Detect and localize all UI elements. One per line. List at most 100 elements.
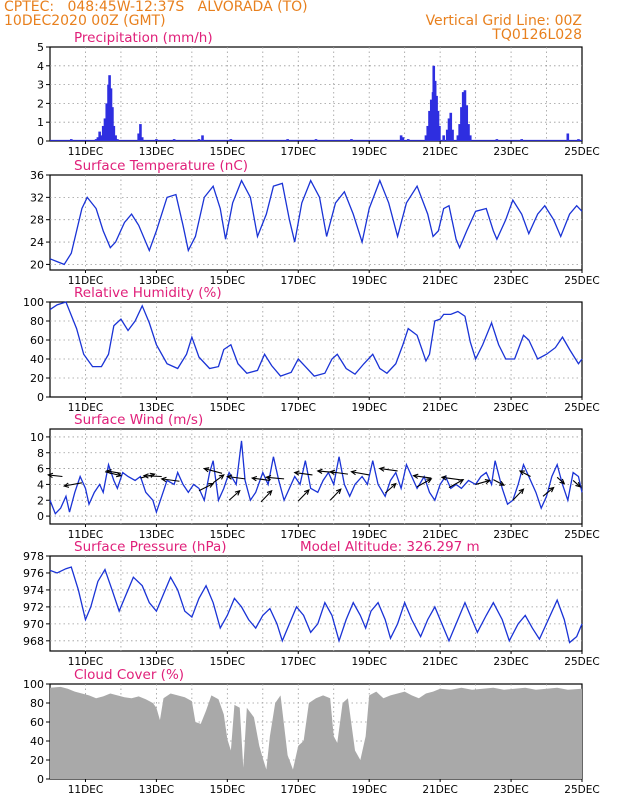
temp-ytick-label: 28	[30, 214, 44, 227]
precip-bar	[94, 139, 98, 141]
pressure-ytick-label: 976	[23, 567, 44, 580]
wind-arrow	[64, 482, 83, 487]
precip-bar	[460, 107, 463, 141]
wind-arrow	[104, 471, 122, 477]
wind-arrow	[161, 478, 180, 482]
precip-bar	[137, 133, 140, 141]
wind-arrow-head	[440, 475, 447, 481]
precip-bar	[465, 105, 469, 141]
pressure-xtick-label: 15DEC	[210, 656, 245, 668]
wind-arrow	[519, 470, 531, 477]
temp-xtick-label: 11DEC	[68, 275, 103, 287]
pressure-ytick-label: 972	[23, 601, 44, 614]
rh-title: Relative Humidity (%)	[74, 285, 222, 301]
wind-arrow-head	[350, 469, 357, 476]
wind-arrow-head	[484, 479, 492, 485]
precip-bar	[447, 118, 451, 141]
precip-xtick-label: 21DEC	[422, 146, 457, 158]
rh-xtick-label: 23DEC	[493, 402, 528, 414]
wind-arrow-head	[304, 489, 310, 495]
pressure-xtick-label: 17DEC	[281, 656, 316, 668]
precip-bar	[101, 125, 105, 141]
wind-arrow-head	[316, 468, 323, 474]
wind-arrow-head	[390, 482, 397, 489]
precip-bar	[426, 125, 430, 141]
cloud-xtick-label: 23DEC	[493, 784, 528, 796]
wind-ytick-label: 10	[30, 431, 44, 444]
temp-frame	[49, 174, 583, 271]
cloud-area	[50, 686, 582, 779]
cloud-xtick-label: 25DEC	[564, 784, 599, 796]
wind-arrow-head	[559, 478, 566, 485]
rh-xtick-label: 17DEC	[281, 402, 316, 414]
precip-ytick-label: 1	[37, 116, 44, 129]
wind-arrow-head	[266, 489, 273, 496]
wind-series-line	[49, 440, 583, 515]
wind-arrow-head	[142, 473, 149, 479]
precip-bar	[172, 139, 176, 141]
wind-panel: 0 2 4 6 8 10 11DEC 13DEC 15DEC 17DEC 19DEC 21DEC 23D…	[30, 412, 600, 541]
precip-ytick-label: 4	[37, 60, 44, 73]
precip-bar	[432, 65, 436, 141]
temp-xtick-label: 23DEC	[493, 275, 528, 287]
header-run-time: 10DEC2020 00Z (GMT)	[4, 13, 166, 29]
precip-bar	[69, 139, 73, 141]
precip-bar	[399, 135, 403, 141]
wind-arrow-head	[328, 469, 336, 475]
precip-bar	[406, 139, 410, 141]
pressure-frame	[49, 555, 583, 652]
wind-ytick-label: 2	[37, 494, 44, 507]
pressure-xtick-label: 11DEC	[68, 656, 103, 668]
wind-xtick-label: 13DEC	[139, 529, 174, 541]
wind-arrow	[252, 477, 270, 482]
header-model-id: TQ0126L028	[492, 27, 582, 43]
wind-arrow	[48, 474, 63, 478]
wind-frame	[49, 428, 583, 525]
temp-xtick-label: 17DEC	[281, 275, 316, 287]
wind-xtick-label: 15DEC	[210, 529, 245, 541]
precip-bar	[401, 137, 405, 141]
wind-arrow	[416, 478, 432, 488]
wind-arrow-head	[218, 474, 225, 480]
cloud-title: Cloud Cover (%)	[74, 667, 184, 683]
precip-title: Precipitation (mm/h)	[74, 30, 213, 46]
precip-bar	[114, 135, 117, 141]
wind-arrow-head	[265, 475, 272, 481]
pressure-xtick-label: 23DEC	[493, 656, 528, 668]
precip-bar	[461, 92, 465, 141]
precip-bar	[350, 139, 353, 141]
precip-ytick-label: 3	[37, 79, 44, 92]
wind-arrow-head	[293, 470, 300, 476]
rh-ytick-label: 0	[37, 391, 44, 404]
precip-bar	[139, 124, 142, 141]
precip-bar	[116, 139, 119, 141]
temp-ytick-label: 32	[30, 191, 44, 204]
precip-bar	[435, 95, 438, 141]
cloud-xtick-label: 11DEC	[68, 784, 103, 796]
wind-arrow-head	[105, 469, 112, 475]
wind-arrow	[413, 475, 432, 479]
temp-xtick-label: 21DEC	[422, 275, 457, 287]
pressure-ytick-label: 968	[23, 635, 44, 648]
wind-arrow-head	[226, 474, 233, 480]
wind-xtick-label: 23DEC	[493, 529, 528, 541]
wind-arrow-head	[62, 482, 70, 488]
wind-arrow	[228, 490, 241, 501]
precip-bar	[286, 139, 289, 141]
precip-xtick-label: 15DEC	[210, 146, 245, 158]
wind-arrow	[106, 470, 122, 474]
precip-bar	[458, 124, 461, 141]
precip-ytick-label: 5	[37, 41, 44, 54]
wind-xtick-label: 17DEC	[281, 529, 316, 541]
header-grid-note: Vertical Grid Line: 00Z	[425, 13, 582, 29]
wind-arrow	[143, 475, 162, 478]
wind-arrow-head	[335, 488, 342, 495]
precip-bar	[108, 75, 111, 141]
precip-bar	[463, 90, 467, 141]
wind-arrow	[542, 487, 554, 497]
cloud-ytick-label: 20	[30, 754, 44, 767]
wind-arrow	[512, 488, 524, 501]
temp-ytick-label: 20	[30, 258, 44, 271]
wind-arrow	[294, 471, 313, 476]
